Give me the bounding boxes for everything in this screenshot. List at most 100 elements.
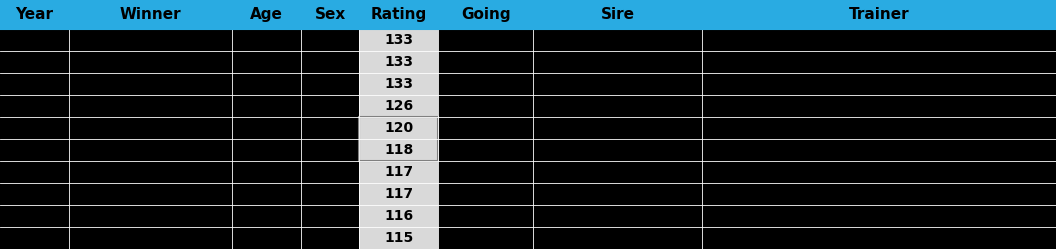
Bar bbox=[702, 29, 1056, 51]
Text: 133: 133 bbox=[384, 33, 413, 47]
Text: 120: 120 bbox=[384, 121, 413, 135]
Bar bbox=[359, 161, 438, 183]
Bar bbox=[438, 161, 533, 183]
Bar bbox=[232, 227, 301, 249]
Bar bbox=[438, 227, 533, 249]
Bar bbox=[0, 29, 69, 51]
Bar bbox=[69, 183, 232, 205]
Text: Winner: Winner bbox=[119, 7, 182, 22]
Bar bbox=[702, 183, 1056, 205]
Bar bbox=[533, 51, 702, 73]
Bar bbox=[301, 51, 359, 73]
Bar bbox=[438, 0, 533, 29]
Bar bbox=[0, 73, 69, 95]
Bar bbox=[359, 29, 438, 51]
Text: 117: 117 bbox=[384, 187, 413, 201]
Bar bbox=[232, 205, 301, 227]
Text: 116: 116 bbox=[384, 209, 413, 223]
Bar bbox=[69, 205, 232, 227]
Bar bbox=[69, 139, 232, 161]
Text: Sire: Sire bbox=[601, 7, 635, 22]
Bar bbox=[438, 205, 533, 227]
Text: 117: 117 bbox=[384, 165, 413, 179]
Bar bbox=[533, 183, 702, 205]
Bar bbox=[301, 227, 359, 249]
Text: Sex: Sex bbox=[315, 7, 345, 22]
Bar bbox=[359, 227, 438, 249]
Bar bbox=[0, 117, 69, 139]
Bar bbox=[533, 73, 702, 95]
Bar bbox=[359, 117, 438, 139]
Bar bbox=[69, 161, 232, 183]
Bar bbox=[438, 183, 533, 205]
Bar bbox=[702, 139, 1056, 161]
Bar bbox=[232, 51, 301, 73]
Bar bbox=[301, 95, 359, 117]
Bar bbox=[533, 117, 702, 139]
Text: Rating: Rating bbox=[371, 7, 427, 22]
Bar bbox=[232, 95, 301, 117]
Text: Age: Age bbox=[250, 7, 283, 22]
Bar bbox=[359, 183, 438, 205]
Bar bbox=[533, 227, 702, 249]
Bar bbox=[359, 0, 438, 29]
Bar bbox=[301, 183, 359, 205]
Bar bbox=[301, 205, 359, 227]
Bar bbox=[359, 73, 438, 95]
Text: 126: 126 bbox=[384, 99, 413, 113]
Bar bbox=[533, 161, 702, 183]
Bar bbox=[438, 117, 533, 139]
Bar bbox=[702, 95, 1056, 117]
Bar bbox=[0, 95, 69, 117]
Bar bbox=[702, 73, 1056, 95]
Text: 133: 133 bbox=[384, 77, 413, 91]
Bar bbox=[702, 117, 1056, 139]
Bar bbox=[0, 183, 69, 205]
Bar bbox=[702, 227, 1056, 249]
Bar bbox=[232, 117, 301, 139]
Bar bbox=[69, 73, 232, 95]
Bar bbox=[0, 139, 69, 161]
Text: 118: 118 bbox=[384, 143, 413, 157]
Bar bbox=[359, 117, 438, 161]
Bar bbox=[702, 205, 1056, 227]
Bar bbox=[359, 205, 438, 227]
Bar bbox=[0, 0, 69, 29]
Text: Year: Year bbox=[16, 7, 53, 22]
Bar bbox=[301, 0, 359, 29]
Text: Trainer: Trainer bbox=[849, 7, 909, 22]
Bar bbox=[0, 227, 69, 249]
Bar bbox=[438, 95, 533, 117]
Bar bbox=[69, 227, 232, 249]
Bar bbox=[702, 161, 1056, 183]
Bar bbox=[69, 51, 232, 73]
Bar bbox=[0, 161, 69, 183]
Bar bbox=[359, 95, 438, 117]
Bar bbox=[438, 51, 533, 73]
Text: 133: 133 bbox=[384, 55, 413, 69]
Bar bbox=[533, 29, 702, 51]
Bar bbox=[232, 29, 301, 51]
Bar bbox=[232, 139, 301, 161]
Bar bbox=[533, 95, 702, 117]
Bar bbox=[232, 183, 301, 205]
Bar bbox=[0, 205, 69, 227]
Bar bbox=[702, 0, 1056, 29]
Bar bbox=[69, 29, 232, 51]
Bar bbox=[359, 139, 438, 161]
Bar bbox=[359, 51, 438, 73]
Bar bbox=[533, 205, 702, 227]
Bar bbox=[69, 0, 232, 29]
Bar bbox=[0, 51, 69, 73]
Bar bbox=[301, 117, 359, 139]
Bar bbox=[438, 29, 533, 51]
Bar bbox=[301, 161, 359, 183]
Bar bbox=[69, 95, 232, 117]
Text: Going: Going bbox=[461, 7, 510, 22]
Bar bbox=[232, 73, 301, 95]
Bar bbox=[232, 161, 301, 183]
Bar bbox=[702, 51, 1056, 73]
Bar bbox=[438, 73, 533, 95]
Bar bbox=[533, 0, 702, 29]
Bar bbox=[301, 139, 359, 161]
